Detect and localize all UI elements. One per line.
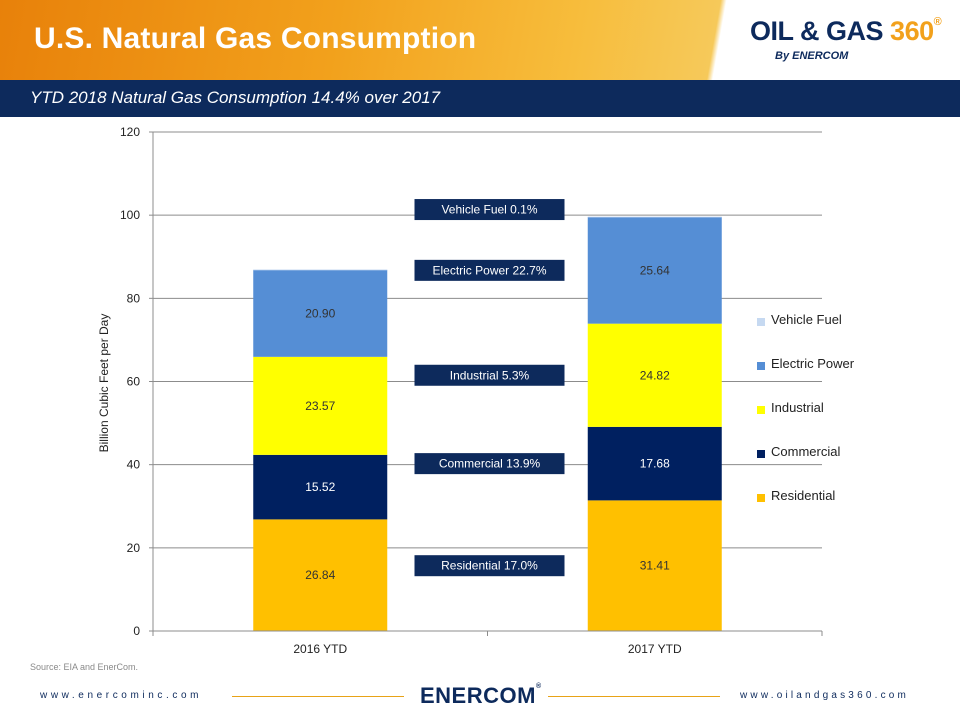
subtitle-bar — [0, 80, 960, 117]
growth-label: Industrial 5.3% — [450, 368, 530, 382]
data-label: 23.57 — [305, 399, 335, 413]
legend-label: Industrial — [771, 400, 824, 415]
data-label: 15.52 — [305, 480, 335, 494]
bar-segment — [587, 217, 722, 324]
footer-divider-right — [548, 696, 720, 697]
bar-segment — [253, 356, 388, 455]
bar-segment — [587, 216, 722, 218]
growth-label-box — [414, 555, 565, 577]
bar-segment — [587, 323, 722, 427]
y-tick-label: 100 — [120, 208, 140, 222]
data-label: 26.84 — [305, 568, 335, 582]
growth-label: Electric Power 22.7% — [432, 263, 546, 277]
oilgas360-logo: OIL & GAS 360® — [750, 16, 942, 47]
legend-label: Vehicle Fuel — [771, 312, 842, 327]
source-note: Source: EIA and EnerCom. — [30, 662, 139, 672]
legend-label: Electric Power — [771, 356, 855, 371]
growth-label-box — [414, 199, 565, 221]
y-tick-label: 60 — [127, 375, 141, 389]
logo-main-text: OIL & GAS — [750, 16, 884, 46]
page-subtitle: YTD 2018 Natural Gas Consumption 14.4% o… — [30, 88, 441, 107]
enercom-footer-logo: ENERCOM® — [420, 683, 542, 709]
logo-number: 360 — [890, 16, 934, 46]
growth-label: Vehicle Fuel 0.1% — [441, 203, 537, 217]
x-tick-label: 2016 YTD — [293, 642, 347, 656]
logo-by-enercom: By ENERCOM — [775, 50, 849, 62]
y-tick-label: 40 — [127, 458, 141, 472]
y-axis-label: Billion Cubic Feet per Day — [97, 313, 111, 453]
data-label: 17.68 — [640, 457, 670, 471]
bar-segment — [253, 269, 388, 271]
bar-segment — [253, 519, 388, 631]
growth-label-box — [414, 453, 565, 475]
growth-label-box — [414, 364, 565, 386]
bar-segment — [587, 426, 722, 501]
footer-logo-registered-mark: ® — [535, 683, 542, 690]
legend-swatch — [757, 406, 765, 414]
footer-link-oilandgas360[interactable]: www.oilandgas360.com — [740, 690, 910, 701]
growth-label-box — [414, 259, 565, 281]
y-tick-label: 80 — [127, 291, 141, 305]
data-label: 25.64 — [640, 263, 670, 277]
legend-swatch — [757, 362, 765, 370]
legend-swatch — [757, 450, 765, 458]
data-label: 31.41 — [640, 559, 670, 573]
legend-label: Residential — [771, 488, 836, 503]
growth-label: Commercial 13.9% — [439, 457, 541, 471]
footer-divider-left — [232, 696, 404, 697]
legend-swatch — [757, 494, 765, 502]
footer-logo-text: ENERCOM — [420, 683, 536, 708]
bar-segment — [587, 500, 722, 631]
bar-segment — [253, 269, 388, 357]
footer-link-enercominc[interactable]: www.enercominc.com — [40, 690, 203, 701]
y-tick-label: 20 — [127, 541, 141, 555]
x-tick-label: 2017 YTD — [628, 642, 682, 656]
bar-segment — [253, 454, 388, 520]
page-title: U.S. Natural Gas Consumption — [34, 22, 477, 55]
data-label: 20.90 — [305, 306, 335, 320]
logo-registered-mark: ® — [933, 16, 942, 28]
y-tick-label: 120 — [120, 125, 140, 139]
y-tick-label: 0 — [133, 624, 140, 638]
data-label: 24.82 — [640, 368, 670, 382]
header-banner — [0, 0, 960, 80]
growth-label: Residential 17.0% — [441, 559, 538, 573]
legend-label: Commercial — [771, 444, 841, 459]
legend-swatch — [757, 318, 765, 326]
